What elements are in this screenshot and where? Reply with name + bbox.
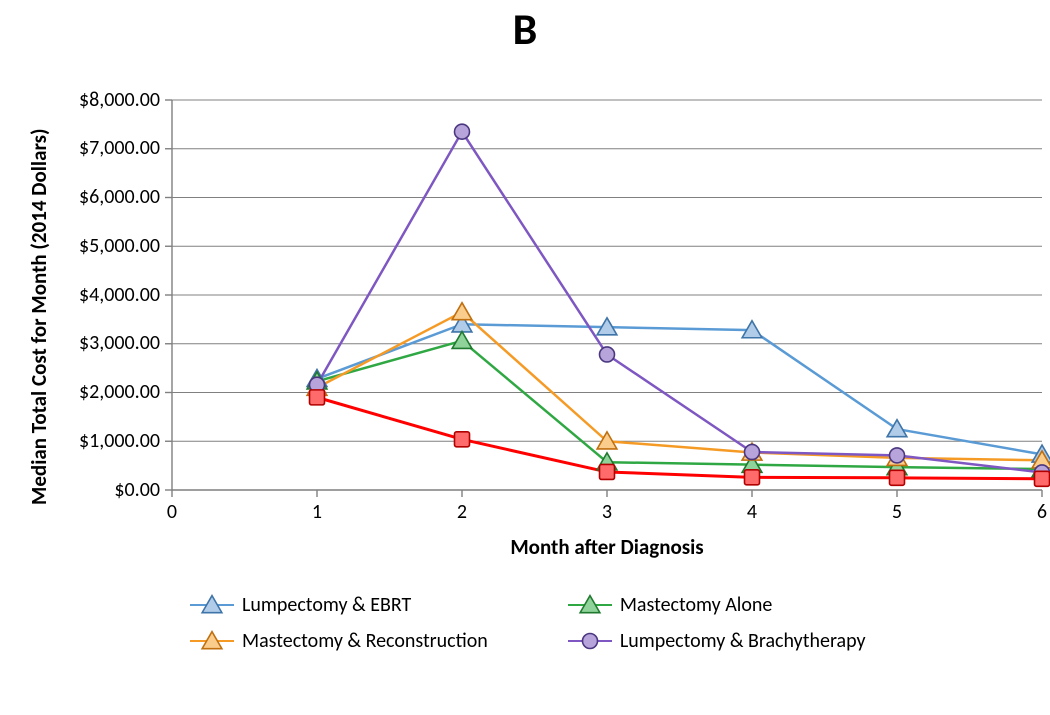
legend-item-mastectomy_reconstruction: Mastectomy & Reconstruction <box>190 629 488 653</box>
legend-item-lumpectomy_brachy: Lumpectomy & Brachytherapy <box>568 629 866 653</box>
legend-item-mastectomy_alone: Mastectomy Alone <box>568 593 866 617</box>
x-tick-label: 0 <box>167 500 177 524</box>
legend-swatch <box>568 604 612 607</box>
chart-container: B Median Total Cost for Month (2014 Doll… <box>0 0 1050 715</box>
legend-label: Lumpectomy & EBRT <box>242 593 411 617</box>
x-tick-label: 2 <box>457 500 467 524</box>
legend: Lumpectomy & EBRT Mastectomy Alone Mastect… <box>190 593 866 653</box>
y-axis-label: Median Total Cost for Month (2014 Dollar… <box>26 128 52 505</box>
y-tick-label: $4,000.00 <box>50 283 160 307</box>
y-tick-label: $1,000.00 <box>50 429 160 453</box>
legend-label: Lumpectomy & Brachytherapy <box>620 629 866 653</box>
legend-label: Mastectomy Alone <box>620 593 773 617</box>
y-tick-label: $5,000.00 <box>50 234 160 258</box>
panel-letter: B <box>0 2 1050 56</box>
y-tick-label: $2,000.00 <box>50 380 160 404</box>
y-tick-label: $8,000.00 <box>50 88 160 112</box>
plot-area <box>172 100 1042 510</box>
y-tick-label: $6,000.00 <box>50 185 160 209</box>
x-tick-label: 5 <box>892 500 902 524</box>
x-tick-label: 6 <box>1037 500 1047 524</box>
x-axis-label: Month after Diagnosis <box>172 534 1042 560</box>
legend-item-lumpectomy_ebrt: Lumpectomy & EBRT <box>190 593 488 617</box>
y-tick-label: $3,000.00 <box>50 331 160 355</box>
y-tick-label: $0.00 <box>50 478 160 502</box>
x-tick-label: 4 <box>747 500 757 524</box>
legend-swatch <box>190 604 234 607</box>
legend-label: Mastectomy & Reconstruction <box>242 629 488 653</box>
y-tick-label: $7,000.00 <box>50 136 160 160</box>
x-tick-label: 3 <box>602 500 612 524</box>
legend-swatch <box>190 640 234 643</box>
legend-swatch <box>568 640 612 643</box>
x-tick-label: 1 <box>312 500 322 524</box>
